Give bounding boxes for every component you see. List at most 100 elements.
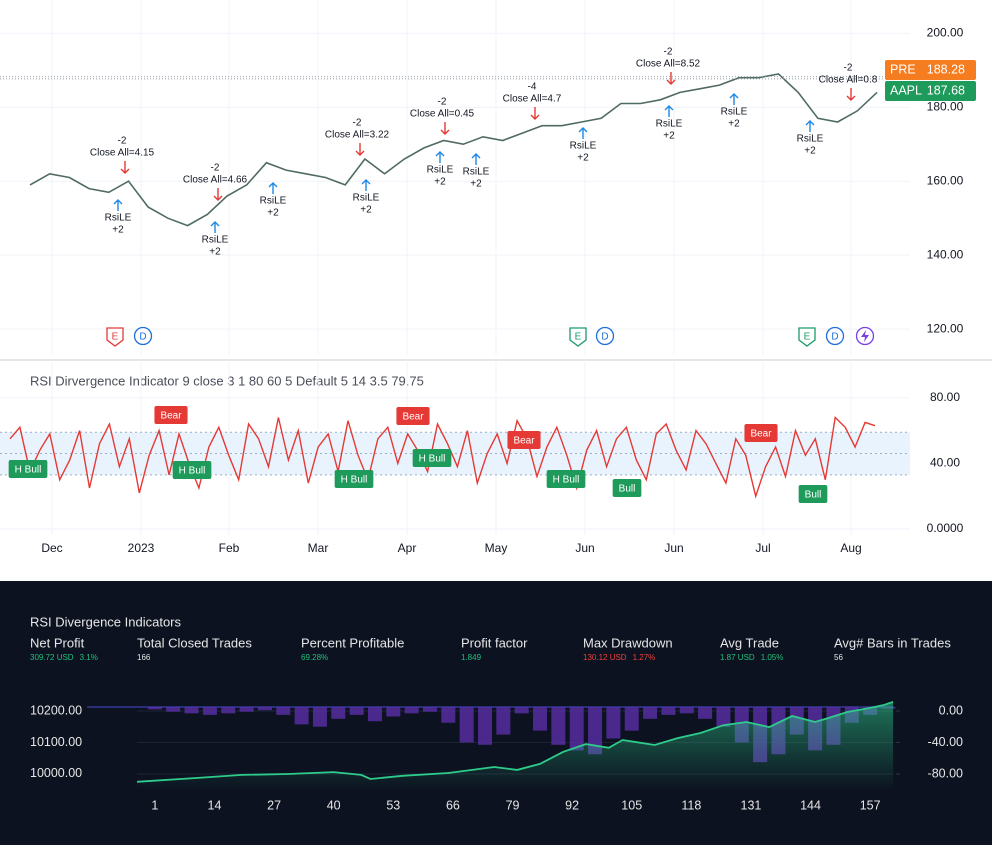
exit-qty: -2 xyxy=(438,97,447,108)
exit-qty: -2 xyxy=(664,47,673,58)
drawdown-bar xyxy=(294,707,309,725)
drawdown-bar xyxy=(624,707,639,731)
divergence-box xyxy=(334,470,374,488)
metric-name: Avg# Bars in Trades xyxy=(834,635,951,650)
entry-arrow xyxy=(729,93,739,105)
drawdown-bar xyxy=(514,707,529,714)
exit-label: Close All=3.22 xyxy=(325,130,390,141)
entry-arrow xyxy=(210,221,220,233)
y2-tick-label: 0.00 xyxy=(939,703,963,717)
x-tick-label: 53 xyxy=(386,798,400,812)
drawdown-bar xyxy=(661,707,676,715)
metric-name: Avg Trade xyxy=(720,635,779,650)
entry-qty: +2 xyxy=(112,225,124,236)
x-tick-label: Apr xyxy=(398,541,417,555)
entry-qty: +2 xyxy=(663,131,675,142)
divergence-box xyxy=(546,470,586,488)
divergence-label: Bear xyxy=(507,431,541,449)
drawdown-bar xyxy=(478,707,493,745)
entry-label: RsiLE xyxy=(427,165,454,176)
metric-value: 1.87 USD xyxy=(720,653,755,662)
x-tick-label: 144 xyxy=(800,798,821,812)
x-tick-label: Aug xyxy=(840,541,861,555)
event-letter: D xyxy=(139,332,146,343)
x-tick-label: 40 xyxy=(327,798,341,812)
event-letter: E xyxy=(575,332,582,343)
event-letter: D xyxy=(831,332,838,343)
drawdown-bar xyxy=(221,707,236,714)
metric-value: 309.72 USD xyxy=(30,653,74,662)
price-badge xyxy=(885,81,976,101)
metric-value: 3.1% xyxy=(80,653,98,662)
drawdown-bar xyxy=(496,707,511,735)
exit-qty: -2 xyxy=(844,63,853,74)
entry-qty: +2 xyxy=(470,179,482,190)
divergence-box xyxy=(744,424,778,442)
x-tick-label: 92 xyxy=(565,798,579,812)
exit-label: Close All=4.7 xyxy=(503,94,562,105)
divergence-box xyxy=(412,449,452,467)
x-tick-label: Jun xyxy=(664,541,683,555)
drawdown-bar xyxy=(331,707,346,719)
drawdown-bar xyxy=(422,707,437,712)
x-tick-label: Mar xyxy=(308,541,329,555)
y-tick-label: 140.00 xyxy=(927,247,964,261)
y-tick-label: 200.00 xyxy=(927,25,964,39)
drawdown-bar xyxy=(386,707,401,717)
metric-name: Net Profit xyxy=(30,635,85,650)
metric-name: Percent Profitable xyxy=(301,635,404,650)
entry-arrow xyxy=(471,153,481,165)
y2-tick-label: -40.00 xyxy=(928,735,963,749)
price-badge xyxy=(885,60,976,80)
divergence-text: Bear xyxy=(513,436,535,447)
divergence-label: Bull xyxy=(612,479,642,497)
exit-arrow xyxy=(530,107,540,120)
exit-label: Close All=8.52 xyxy=(636,59,701,70)
entry-qty: +2 xyxy=(728,119,740,130)
divergence-box xyxy=(507,431,541,449)
drawdown-bar xyxy=(239,707,254,712)
y-tick-label: 10200.00 xyxy=(30,703,82,717)
divergence-text: H Bull xyxy=(179,466,206,477)
x-tick-label: Jul xyxy=(755,541,770,555)
event-badge xyxy=(106,327,124,347)
y-tick-label: 160.00 xyxy=(927,173,964,187)
x-tick-label: 66 xyxy=(446,798,460,812)
metric-name: Max Drawdown xyxy=(583,635,673,650)
divergence-label: H Bull xyxy=(172,461,212,479)
metric-value: 1.05% xyxy=(761,653,784,662)
drawdown-bar xyxy=(551,707,566,745)
drawdown-bar xyxy=(404,707,419,714)
entry-label: RsiLE xyxy=(353,193,380,204)
rsi-line xyxy=(9,416,876,499)
entry-qty: +2 xyxy=(434,177,446,188)
entry-arrow xyxy=(268,182,278,194)
entry-label: RsiLE xyxy=(656,119,683,130)
drawdown-bar xyxy=(643,707,658,719)
report-title: RSI Divergence Indicators xyxy=(30,614,182,629)
exit-qty: -2 xyxy=(353,118,362,129)
metric-value: 69.28% xyxy=(301,653,328,662)
drawdown-bar xyxy=(679,707,694,714)
x-tick-label: 14 xyxy=(208,798,222,812)
metric-value: 1.849 xyxy=(461,653,482,662)
x-tick-label: 105 xyxy=(621,798,642,812)
entry-label: RsiLE xyxy=(463,167,490,178)
exit-arrow xyxy=(666,72,676,85)
x-tick-label: 27 xyxy=(267,798,281,812)
metric-value: 56 xyxy=(834,653,843,662)
entry-arrow xyxy=(435,151,445,163)
drawdown-bar xyxy=(166,707,181,712)
y-tick-label: 0.0000 xyxy=(927,521,964,535)
event-badge xyxy=(133,326,153,346)
x-tick-label: Dec xyxy=(41,541,62,555)
divergence-label: H Bull xyxy=(334,470,374,488)
y-tick-label: 180.00 xyxy=(927,99,964,113)
divergence-label: H Bull xyxy=(8,460,48,478)
divergence-text: H Bull xyxy=(15,465,42,476)
metric-name: Total Closed Trades xyxy=(137,635,252,650)
divergence-box xyxy=(612,479,642,497)
x-tick-label: 1 xyxy=(151,798,158,812)
drawdown-bar xyxy=(276,707,291,715)
